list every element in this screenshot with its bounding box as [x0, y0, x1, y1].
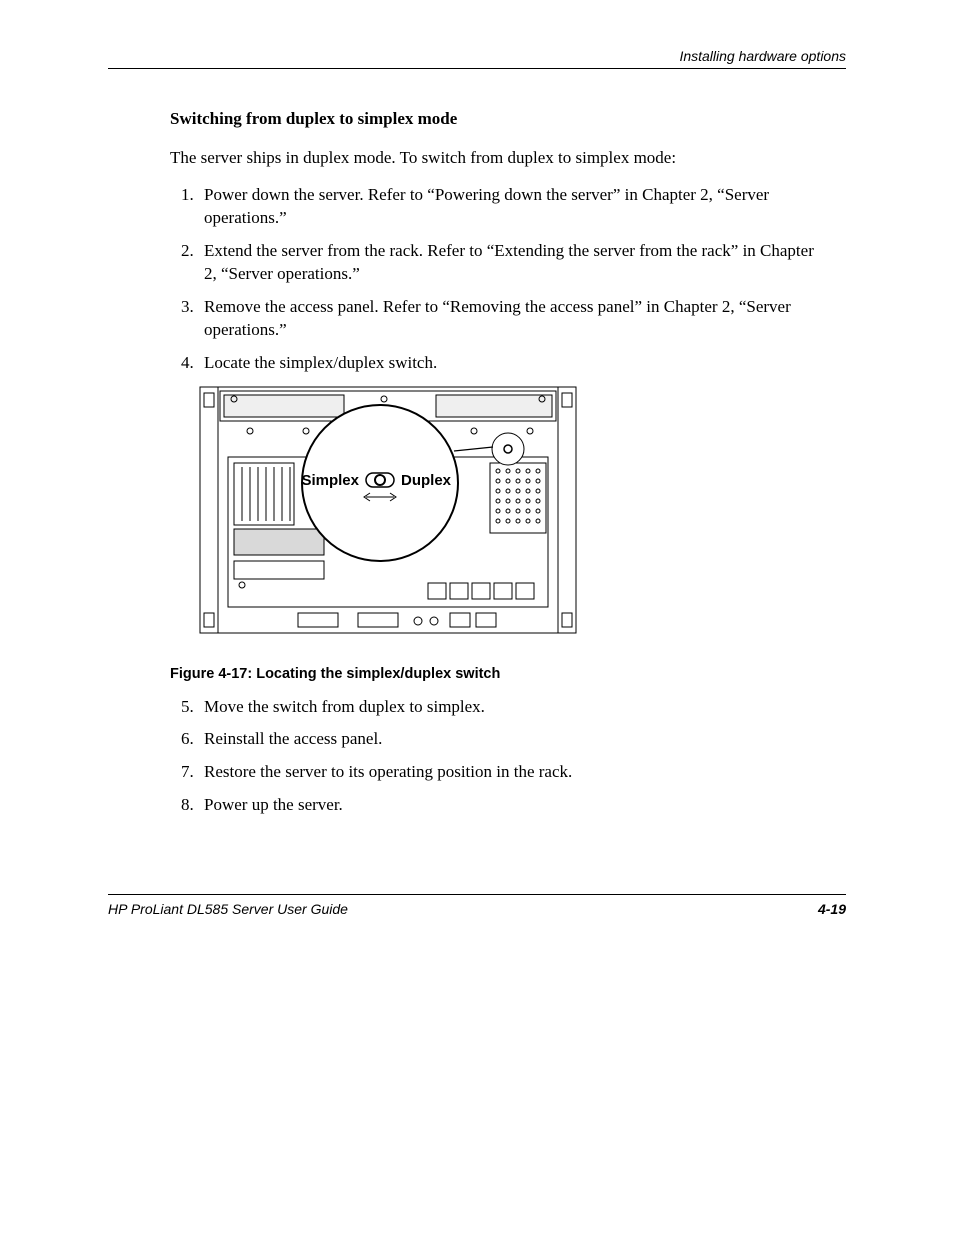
step-item: Power up the server.: [198, 794, 830, 817]
step-item: Remove the access panel. Refer to “Remov…: [198, 296, 830, 342]
footer-guide-title: HP ProLiant DL585 Server User Guide: [108, 901, 348, 917]
step-item: Restore the server to its operating posi…: [198, 761, 830, 784]
figure-caption: Figure 4-17: Locating the simplex/duplex…: [170, 666, 830, 682]
server-diagram: Simplex Duplex: [198, 385, 578, 653]
header-rule: [108, 68, 846, 69]
figure-label-simplex: Simplex: [301, 472, 359, 489]
steps-list-b: Move the switch from duplex to simplex. …: [170, 696, 830, 818]
step-item: Extend the server from the rack. Refer t…: [198, 240, 830, 286]
figure-container: Simplex Duplex: [198, 385, 830, 658]
footer-rule: [108, 894, 846, 895]
section-title: Switching from duplex to simplex mode: [170, 109, 830, 129]
step-item: Move the switch from duplex to simplex.: [198, 696, 830, 719]
step-item: Locate the simplex/duplex switch.: [198, 352, 830, 375]
step-item: Power down the server. Refer to “Powerin…: [198, 184, 830, 230]
intro-paragraph: The server ships in duplex mode. To swit…: [170, 147, 830, 170]
step-item: Reinstall the access panel.: [198, 728, 830, 751]
figure-label-duplex: Duplex: [401, 472, 452, 489]
page-content: Switching from duplex to simplex mode Th…: [170, 109, 830, 817]
footer-page-number: 4-19: [818, 901, 846, 917]
chapter-header: Installing hardware options: [108, 48, 846, 64]
steps-list-a: Power down the server. Refer to “Powerin…: [170, 184, 830, 375]
page-footer: HP ProLiant DL585 Server User Guide 4-19: [108, 894, 846, 917]
